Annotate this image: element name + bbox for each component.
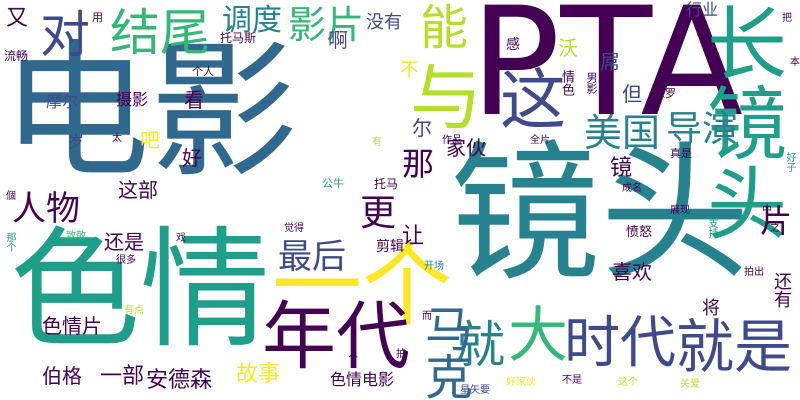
word-na: 那 <box>402 145 435 183</box>
word-moer: 摩尔 <box>46 92 79 111</box>
word-yu: 与 <box>410 56 483 140</box>
word-juede: 觉得 <box>284 223 304 234</box>
word-er: 尔 <box>412 116 432 140</box>
word-shidai: 时代 <box>564 311 676 376</box>
word-jianji: 剪辑 <box>376 239 404 255</box>
word-jiushi: 就是 <box>676 313 793 381</box>
word-baoluo: 保罗 <box>654 87 676 100</box>
word-zhenshi: 真是 <box>670 147 692 160</box>
word-zhi: 之 <box>770 223 780 234</box>
word-ren: 人 <box>348 349 358 360</box>
word-a: 啊 <box>328 28 348 52</box>
word-liuchang: 流畅 <box>4 49 29 63</box>
word-xihuan: 喜欢 <box>612 260 652 284</box>
word-tai: 太 <box>112 133 122 144</box>
word-chengming: 成名 <box>622 183 642 194</box>
word-yingpian: 影片 <box>288 3 365 47</box>
word-jiang: 将 <box>702 298 720 319</box>
word-ben: 本 <box>790 57 800 68</box>
word-jiu: 就 <box>455 316 505 374</box>
word-haishi: 还是 <box>104 230 144 254</box>
word-seqingdianying: 色情电影 <box>330 370 395 389</box>
word-wo: 沃 <box>558 36 578 60</box>
word-haiyou: 还有 <box>771 272 792 308</box>
word-tuomasi: 托马斯 <box>220 31 257 45</box>
word-zhanxian: 展现 <box>670 205 690 216</box>
word-ba2: 把 <box>782 13 792 24</box>
word-xi: 戏 <box>176 233 186 244</box>
word-neng: 能 <box>420 0 469 56</box>
word-meiyou: 没有 <box>366 12 402 33</box>
word-er2: 而 <box>422 311 432 322</box>
word-haojiahuo: 好家伙 <box>506 377 536 388</box>
word-kaichang: 开场 <box>424 261 444 272</box>
word-jiewei: 结尾 <box>110 4 210 62</box>
word-geren: 个人 <box>192 65 214 78</box>
word-zhijing: 致敬 <box>66 231 86 242</box>
word-hao: 好 <box>182 146 202 170</box>
word-jingtou: 镜头 <box>450 128 751 302</box>
word-pian: 片 <box>760 202 793 240</box>
word-paichu: 拍出 <box>744 267 764 278</box>
word-qingse: 情色 <box>559 70 574 96</box>
word-pta: PTA <box>470 0 744 150</box>
word-hangye: 行业 <box>686 0 719 19</box>
word-geng: 更 <box>360 193 397 234</box>
word-zhichi: 支持 <box>706 218 717 238</box>
word-zhong: 中 <box>762 205 772 216</box>
word-jiahuo: 家伙 <box>446 136 486 160</box>
word-tiaodu: 调度 <box>222 3 282 38</box>
word-meiguo: 美国 <box>584 111 661 155</box>
word-gan: 感 <box>506 37 520 53</box>
word-guanai: 关爱 <box>680 379 700 390</box>
word-nanying: 男影 <box>585 72 598 94</box>
word-tuoma: 托马 <box>374 177 399 191</box>
word-jing: 镜 <box>610 156 633 181</box>
word-gongniu: 公牛 <box>322 177 344 190</box>
word-renwu: 人物 <box>12 189 80 229</box>
word-nage: 那个 <box>4 232 15 252</box>
word-daoyan: 导演 <box>666 109 739 150</box>
word-henduo: 很多 <box>116 255 136 266</box>
word-haozi: 好子 <box>784 152 795 172</box>
word-seqingpian: 色情片 <box>42 314 102 338</box>
word-bu: 不 <box>400 60 418 81</box>
word-diao: 屌 <box>600 50 620 74</box>
word-yong: 用 <box>92 11 103 24</box>
word-zhebu: 这部 <box>118 178 158 202</box>
word-dianying: 电影 <box>2 26 298 198</box>
word-you: 又 <box>6 6 29 31</box>
word-yibu: 一部 <box>100 364 145 389</box>
word-boge: 伯格 <box>42 364 82 388</box>
word-yanyuan: 演员 <box>601 12 614 34</box>
word-sui: 岁 <box>68 132 85 151</box>
word-da: 大 <box>508 301 568 371</box>
word-quanpian: 全片 <box>530 135 550 146</box>
word-pai: 拍 <box>396 349 406 360</box>
word-xingshiyao: 星矢要 <box>460 385 490 396</box>
word-zuihou: 最后 <box>278 237 346 277</box>
word-zhe: 这 <box>500 62 566 139</box>
word-zhege: 这个 <box>618 377 638 388</box>
word-dan: 但 <box>622 82 642 106</box>
word-niandai: 年代 <box>262 294 410 380</box>
word-seqing: 色情 <box>10 214 271 366</box>
word-ge: 個 <box>6 191 16 202</box>
word-fennu: 愤怒 <box>626 225 653 240</box>
word-zuopin: 作品 <box>442 135 462 146</box>
word-andesen: 安德森 <box>146 368 213 393</box>
word-ba: 吧 <box>140 128 160 152</box>
word-kan: 看 <box>184 88 204 112</box>
word-sheying: 摄影 <box>116 90 149 109</box>
word-dui: 对 <box>40 6 90 64</box>
word-you2: 有 <box>372 137 382 148</box>
word-yige: 一个 <box>272 234 452 339</box>
word-make: 马克 <box>416 304 472 400</box>
word-rang: 让 <box>402 224 425 249</box>
word-changjingtou: 长镜头 <box>694 2 787 242</box>
word-gushi: 故事 <box>236 362 281 387</box>
word-bushi: 不是 <box>562 375 582 386</box>
word-youdian: 有点 <box>124 305 144 316</box>
